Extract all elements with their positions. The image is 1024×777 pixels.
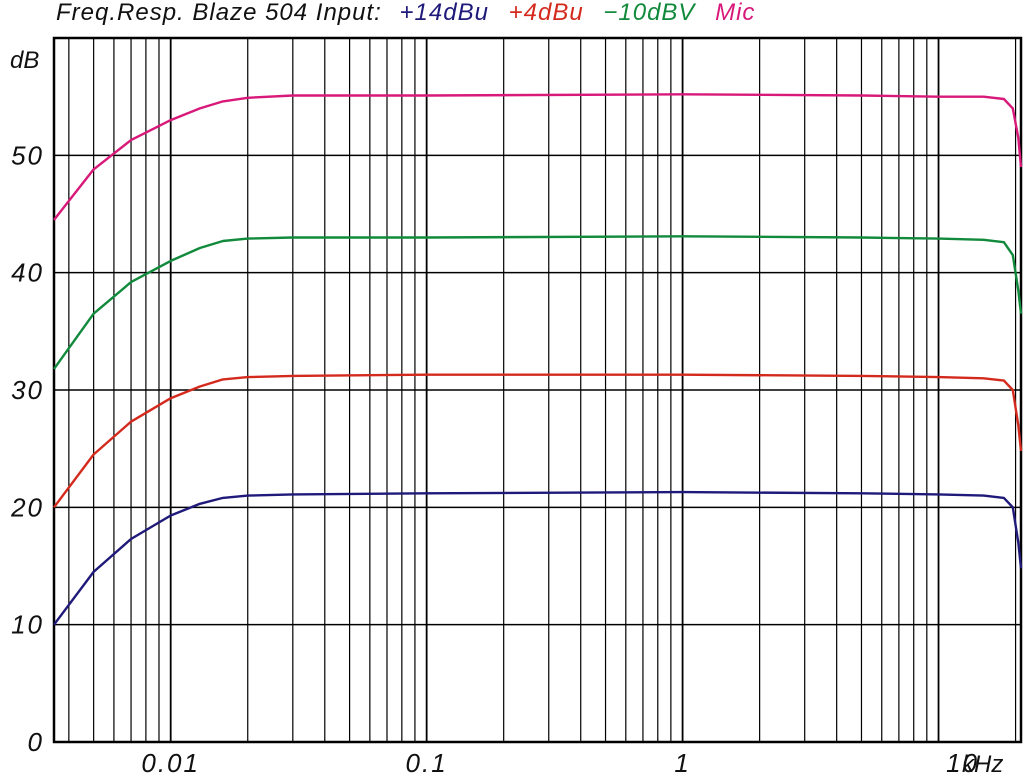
- y-tick-label: 20: [10, 492, 44, 522]
- x-tick-label: 0.01: [141, 748, 200, 777]
- x-tick-label: 0.1: [406, 748, 448, 777]
- series-line-2: [53, 235, 1023, 370]
- x-tick-label: 1: [674, 748, 690, 777]
- series-line-1: [53, 373, 1023, 509]
- y-axis-unit: dB: [10, 47, 39, 74]
- chart-title: Freq.Resp. Blaze 504 Input: +14dBu +4dBu…: [56, 0, 755, 26]
- series-label-plus14dbu: +14dBu: [400, 0, 489, 26]
- series-label-plus4dbu: +4dBu: [509, 0, 584, 26]
- y-tick-label: 0: [28, 727, 44, 757]
- x-tick-label: 10: [946, 748, 979, 777]
- x-axis-unit: kHz: [962, 751, 1003, 777]
- grid: [52, 36, 1023, 744]
- plot-frame: [52, 36, 1023, 744]
- y-tick-label: 50: [11, 140, 44, 170]
- series-line-3: [53, 93, 1023, 221]
- series-lines: [53, 93, 1023, 626]
- chart-title-prefix: Freq.Resp. Blaze 504 Input:: [56, 0, 382, 26]
- y-tick-label: 30: [11, 375, 44, 405]
- y-tick-label: 10: [11, 610, 44, 640]
- series-line-0: [53, 490, 1023, 626]
- y-tick-label: 40: [11, 258, 44, 288]
- series-label-minus10dbv: −10dBV: [603, 0, 696, 26]
- series-label-mic: Mic: [715, 0, 755, 26]
